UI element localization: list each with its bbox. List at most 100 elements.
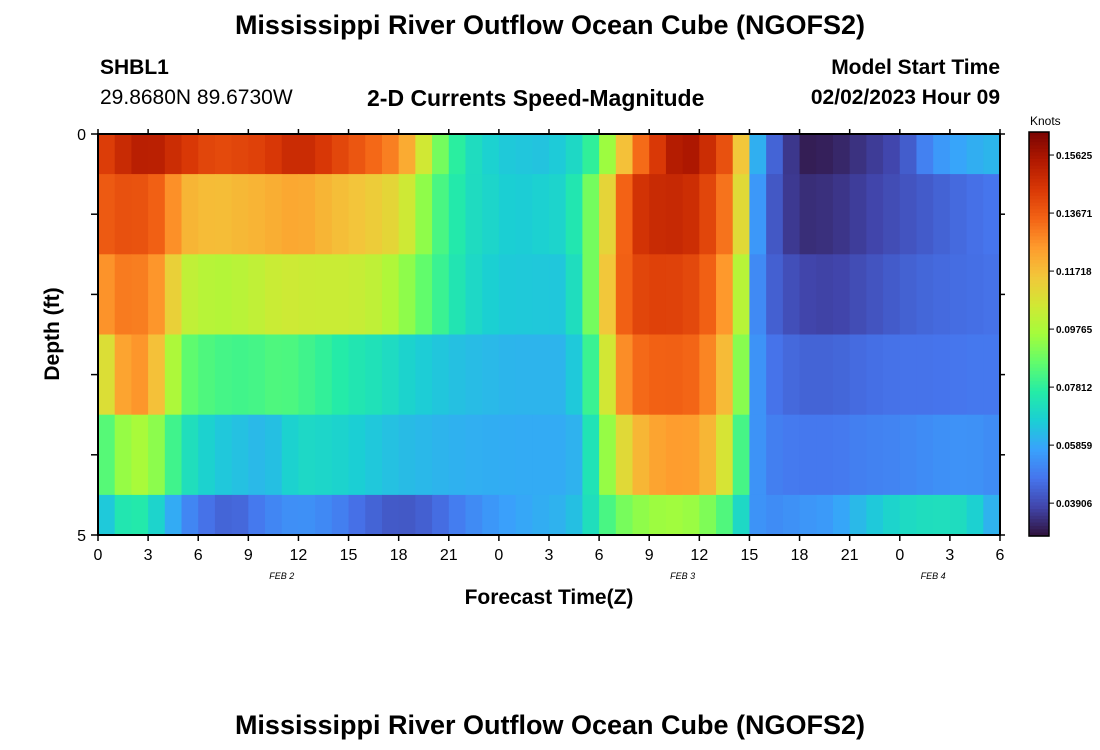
heatmap-cell (732, 134, 751, 175)
heatmap-cell (265, 414, 283, 496)
heatmap-cell (114, 174, 132, 255)
heatmap-cell (365, 134, 383, 175)
heatmap-cell (148, 494, 166, 536)
heatmap-cell (832, 414, 851, 496)
heatmap-cell (582, 334, 600, 416)
heatmap-cell (365, 414, 383, 496)
heatmap-cell (983, 174, 1001, 255)
heatmap-cell (832, 174, 851, 255)
heatmap-cell (198, 174, 216, 255)
heatmap-cell (214, 174, 233, 255)
heatmap-cell (148, 174, 166, 255)
heatmap-cell (649, 494, 667, 536)
colorbar-segment (1029, 522, 1049, 527)
heatmap-cell (983, 254, 1001, 336)
heatmap-cell (298, 254, 316, 336)
heatmap (98, 134, 1001, 536)
heatmap-cell (716, 134, 734, 175)
heatmap-cell (231, 414, 249, 496)
x-tick-label: 12 (690, 547, 708, 564)
heatmap-cell (381, 174, 400, 255)
heatmap-cell (883, 134, 901, 175)
colorbar-segment (1029, 529, 1049, 534)
colorbar-segment (1029, 206, 1049, 211)
heatmap-cell (916, 494, 934, 536)
heatmap-cell (549, 134, 567, 175)
colorbar-segment (1029, 451, 1049, 456)
heatmap-cell (98, 174, 116, 255)
heatmap-cell (348, 494, 366, 536)
colorbar-segment (1029, 364, 1049, 369)
heatmap-cell (699, 414, 717, 496)
colorbar-segment (1029, 155, 1049, 160)
heatmap-cell (782, 494, 801, 536)
colorbar-segment (1029, 475, 1049, 480)
heatmap-cell (582, 494, 600, 536)
heatmap-cell (315, 174, 333, 255)
heatmap-cell (832, 494, 851, 536)
colorbar-segment (1029, 381, 1049, 386)
heatmap-cell (699, 254, 717, 336)
heatmap-cell (599, 174, 617, 255)
heatmap-cell (549, 334, 567, 416)
heatmap-cell (281, 134, 300, 175)
heatmap-cell (649, 174, 667, 255)
heatmap-cell (949, 494, 968, 536)
colorbar-segment (1029, 327, 1049, 332)
y-tick-label: 5 (77, 528, 86, 545)
heatmap-cell (465, 414, 483, 496)
heatmap-cell (248, 174, 266, 255)
heatmap-cell (114, 334, 132, 416)
heatmap-cell (248, 254, 266, 336)
heatmap-cell (131, 174, 149, 255)
heatmap-cell (665, 494, 684, 536)
heatmap-cell (432, 134, 450, 175)
colorbar-segment (1029, 408, 1049, 413)
colorbar-segment (1029, 317, 1049, 322)
heatmap-cell (181, 334, 199, 416)
heatmap-cell (649, 254, 667, 336)
heatmap-cell (615, 334, 634, 416)
colorbar-segment (1029, 293, 1049, 298)
heatmap-cell (699, 174, 717, 255)
heatmap-cell (983, 334, 1001, 416)
colorbar-segment (1029, 509, 1049, 514)
heatmap-cell (198, 254, 216, 336)
heatmap-cell (899, 414, 918, 496)
colorbar-segment (1029, 367, 1049, 372)
heatmap-cell (381, 494, 400, 536)
colorbar: 0.03906 0.05859 0.07812 0.09765 0.11718 0.136… (1028, 131, 1093, 537)
colorbar-tick-label: 0.07812 (1056, 383, 1093, 394)
colorbar-segment (1029, 307, 1049, 312)
colorbar-segment (1029, 411, 1049, 416)
colorbar-segment (1029, 360, 1049, 365)
heatmap-cell (565, 334, 583, 416)
heatmap-cell (482, 174, 500, 255)
heatmap-cell (782, 134, 801, 175)
heatmap-cell (315, 414, 333, 496)
colorbar-segment (1029, 431, 1049, 436)
colorbar-segment (1029, 148, 1049, 153)
heatmap-cell (749, 494, 767, 536)
heatmap-cell (749, 334, 767, 416)
heatmap-cell (298, 494, 316, 536)
heatmap-cell (682, 254, 700, 336)
colorbar-segment (1029, 195, 1049, 200)
colorbar-segment (1029, 421, 1049, 426)
heatmap-cell (632, 254, 650, 336)
heatmap-cell (148, 134, 166, 175)
heatmap-cell (114, 494, 132, 536)
heatmap-cell (866, 334, 884, 416)
heatmap-cell (782, 334, 801, 416)
heatmap-cell (331, 494, 350, 536)
colorbar-segment (1029, 212, 1049, 217)
heatmap-cell (198, 494, 216, 536)
heatmap-cell (766, 334, 784, 416)
heatmap-cell (582, 134, 600, 175)
heatmap-cell (899, 254, 918, 336)
colorbar-segment (1029, 330, 1049, 335)
heatmap-cell (532, 494, 550, 536)
heatmap-cell (599, 334, 617, 416)
heatmap-cell (214, 414, 233, 496)
